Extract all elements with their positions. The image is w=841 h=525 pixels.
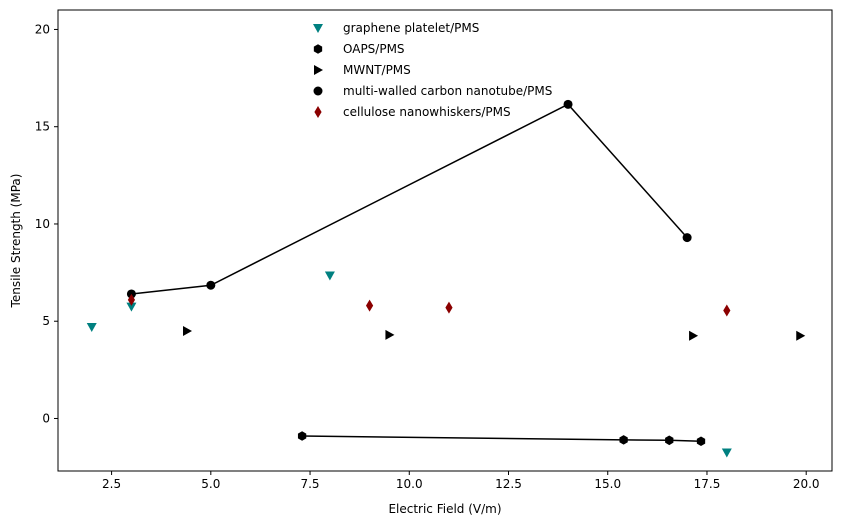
legend-label: OAPS/PMS bbox=[343, 42, 405, 56]
data-point bbox=[365, 299, 374, 312]
data-point bbox=[126, 302, 137, 312]
x-tick-label: 12.5 bbox=[495, 477, 522, 491]
y-axis: 0 5 10 15 20 bbox=[35, 22, 58, 425]
y-tick-label: 20 bbox=[35, 22, 50, 36]
y-tick-label: 0 bbox=[42, 411, 50, 425]
data-point bbox=[297, 431, 307, 441]
legend-label: cellulose nanowhiskers/PMS bbox=[343, 105, 511, 119]
legend-item: OAPS/PMS bbox=[313, 42, 405, 56]
data-point bbox=[619, 435, 628, 445]
y-tick-label: 5 bbox=[42, 314, 50, 328]
series-2 bbox=[183, 325, 806, 341]
legend-marker bbox=[313, 44, 323, 54]
data-point bbox=[723, 304, 731, 317]
data-point bbox=[86, 323, 97, 333]
x-tick-label: 2.5 bbox=[102, 477, 121, 491]
legend-marker bbox=[313, 24, 323, 33]
data-point bbox=[689, 330, 699, 341]
legend-marker bbox=[314, 65, 323, 75]
plot-frame bbox=[57, 9, 833, 472]
data-point bbox=[127, 293, 136, 306]
x-tick-label: 10.0 bbox=[396, 477, 423, 491]
series-3 bbox=[126, 99, 692, 299]
data-point bbox=[563, 99, 573, 109]
series-line bbox=[302, 435, 702, 442]
x-tick-label: 5.0 bbox=[201, 477, 220, 491]
x-tick-label: 15.0 bbox=[594, 477, 621, 491]
x-tick-label: 20.0 bbox=[793, 477, 820, 491]
plot-area bbox=[86, 99, 806, 458]
series-4 bbox=[127, 293, 731, 317]
series-1 bbox=[297, 431, 706, 447]
legend-marker bbox=[314, 106, 322, 118]
legend-marker bbox=[313, 86, 323, 96]
series-line bbox=[131, 103, 688, 295]
y-axis-label: Tensile Strength (MPa) bbox=[9, 174, 23, 309]
legend-item: graphene platelet/PMS bbox=[313, 21, 479, 35]
data-point bbox=[696, 436, 706, 447]
legend-item: MWNT/PMS bbox=[314, 63, 411, 77]
data-point bbox=[682, 233, 692, 243]
data-point bbox=[721, 448, 732, 458]
data-point bbox=[796, 330, 806, 341]
legend-label: graphene platelet/PMS bbox=[343, 21, 479, 35]
x-axis-label: Electric Field (V/m) bbox=[388, 502, 501, 516]
data-point bbox=[385, 329, 395, 340]
data-point bbox=[183, 325, 192, 336]
data-point bbox=[324, 271, 335, 281]
data-point bbox=[665, 435, 674, 446]
legend: graphene platelet/PMS OAPS/PMS MWNT/PMS mul… bbox=[313, 21, 552, 119]
legend-label: multi-walled carbon nanotube/PMS bbox=[343, 84, 552, 98]
legend-item: cellulose nanowhiskers/PMS bbox=[314, 105, 511, 119]
y-tick-label: 10 bbox=[35, 217, 50, 231]
legend-label: MWNT/PMS bbox=[343, 63, 411, 77]
series-0 bbox=[86, 271, 732, 458]
x-tick-label: 7.5 bbox=[300, 477, 319, 491]
data-point bbox=[206, 280, 216, 290]
x-axis: 2.5 5.0 7.5 10.0 12.5 15.0 17.5 20.0 bbox=[102, 471, 820, 491]
y-tick-label: 15 bbox=[35, 120, 50, 134]
x-tick-label: 17.5 bbox=[694, 477, 721, 491]
legend-item: multi-walled carbon nanotube/PMS bbox=[313, 84, 552, 98]
data-point bbox=[445, 301, 453, 314]
